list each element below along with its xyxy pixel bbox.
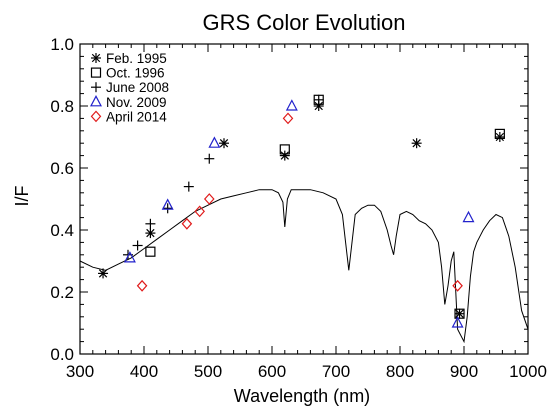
y-tick-label: 1.0 — [50, 35, 74, 54]
point-plus — [183, 181, 194, 192]
y-tick-labels: 0.0 0.2 0.4 0.6 0.8 1.0 — [50, 35, 74, 364]
legend-marker-diamond — [90, 110, 102, 123]
point-square — [279, 144, 290, 155]
chart-title: GRS Color Evolution — [203, 10, 406, 35]
point-diamond — [203, 193, 215, 205]
x-tick-label: 700 — [322, 362, 350, 381]
legend-label: Feb. 1995 — [106, 51, 167, 66]
point-square — [145, 246, 156, 257]
point-asterisk — [494, 132, 505, 142]
y-tick-label: 0.6 — [50, 159, 74, 178]
point-diamond — [181, 217, 193, 230]
point-diamond — [194, 205, 205, 218]
point-plus — [132, 240, 143, 251]
point-plus — [313, 94, 324, 105]
point-diamond — [452, 279, 463, 292]
point-asterisk — [279, 150, 290, 161]
point-asterisk — [411, 138, 422, 149]
point-diamond — [282, 112, 294, 125]
legend-label: Nov. 2009 — [106, 95, 167, 110]
y-axis-label: I/F — [12, 185, 32, 206]
legend-marker-triangle — [90, 95, 102, 107]
spectrum-layer — [79, 189, 529, 344]
point-square — [494, 128, 505, 139]
point-asterisk — [219, 138, 229, 149]
point-asterisk — [145, 228, 156, 239]
point-triangle — [123, 251, 136, 263]
point-plus — [145, 218, 156, 229]
y-tick-label: 0.4 — [50, 221, 74, 240]
spectrum-line — [79, 189, 529, 344]
point-triangle — [161, 198, 174, 210]
point-triangle — [285, 99, 298, 111]
y-tick-label: 0.0 — [50, 345, 74, 364]
x-tick-label: 800 — [386, 362, 414, 381]
x-tick-label: 900 — [450, 362, 478, 381]
x-axis-label: Wavelength (nm) — [234, 386, 370, 406]
legend-label: Oct. 1996 — [106, 66, 165, 81]
y-tick-label: 0.8 — [50, 97, 74, 116]
point-diamond — [136, 279, 148, 292]
x-tick-label: 600 — [258, 362, 286, 381]
point-plus — [162, 203, 173, 214]
point-asterisk — [98, 268, 109, 279]
point-plus — [204, 153, 215, 164]
point-asterisk — [454, 308, 465, 319]
x-tick-label: 500 — [194, 362, 222, 381]
legend-marker-plus — [91, 82, 101, 93]
point-square — [454, 308, 465, 319]
data-points — [98, 94, 505, 328]
x-tick-label: 300 — [66, 362, 94, 381]
legend-label: April 2014 — [106, 109, 167, 124]
point-triangle — [462, 210, 475, 223]
plot-frame — [79, 43, 529, 355]
legend-marker-asterisk — [91, 53, 101, 63]
x-tick-label: 1000 — [509, 362, 547, 381]
x-tick-label: 400 — [130, 362, 158, 381]
axis-ticks — [79, 43, 529, 355]
legend-marker-square — [90, 67, 102, 78]
x-tick-labels: 300 400 500 600 700 800 900 1000 — [66, 362, 547, 381]
point-triangle — [451, 316, 464, 328]
y-tick-label: 0.2 — [50, 283, 74, 302]
point-triangle — [208, 136, 221, 148]
legend-label: June 2008 — [106, 80, 169, 95]
